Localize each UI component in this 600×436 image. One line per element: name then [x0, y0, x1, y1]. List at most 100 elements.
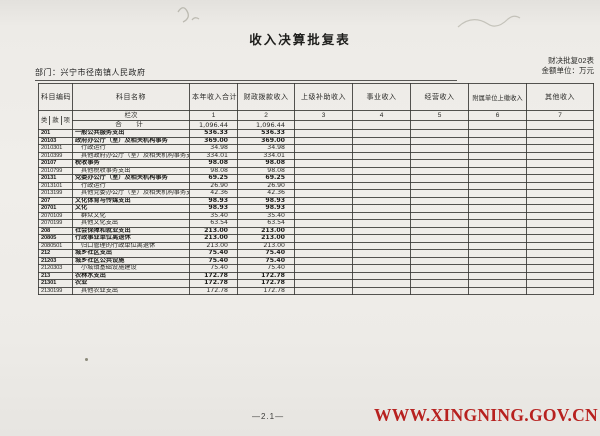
value-cell: [468, 159, 527, 168]
value-cell: [294, 129, 353, 138]
value-cell: 34.98: [237, 144, 295, 153]
value-cell: [410, 144, 469, 153]
subject-name: 政府办公厅（室）及相关机构事务: [72, 136, 190, 145]
col-fiscal-appropriation: 财政拨款收入: [237, 83, 295, 111]
table-row: 201 一般公共服务支出 536.33 536.33: [38, 129, 594, 138]
table-row: 21203 城乡社区公共设施 75.40 75.40: [38, 256, 594, 265]
subject-code: 20805: [38, 234, 73, 243]
value-cell: [294, 174, 353, 183]
page-title: 收入决算批复表: [249, 33, 351, 47]
lanci-4: 4: [352, 110, 411, 121]
value-cell: 98.08: [237, 166, 295, 175]
value-cell: [468, 211, 527, 220]
value-cell: 334.01: [189, 151, 238, 160]
subject-code: 2080501: [38, 241, 73, 250]
value-cell: 63.54: [237, 219, 295, 228]
value-cell: 63.54: [189, 219, 238, 228]
value-cell: [352, 264, 411, 273]
value-cell: [526, 204, 594, 213]
value-cell: [410, 234, 469, 243]
value-cell: [352, 144, 411, 153]
value-cell: [526, 129, 594, 138]
subject-name: 行政事业单位离退休: [72, 234, 190, 243]
table-row: 2070109 群众文化 35.40 35.40: [38, 211, 594, 220]
value-cell: 172.78: [237, 286, 295, 295]
total-row: 合 计 1,096.44 1,096.44: [39, 120, 594, 130]
value-cell: 213.00: [189, 234, 238, 243]
subject-code: 213: [38, 271, 73, 280]
value-cell: [468, 144, 527, 153]
total-v1: 1,096.44: [189, 120, 238, 130]
value-cell: [526, 151, 594, 160]
value-cell: [352, 219, 411, 228]
subject-name: 农林水支出: [72, 271, 190, 280]
value-cell: 172.78: [237, 271, 295, 280]
value-cell: 69.25: [237, 174, 295, 183]
subject-name: 城乡社区支出: [72, 249, 190, 258]
code-subcolumns: 类 款 项: [38, 110, 73, 130]
table-row: 2010399 其他政府办公厅（室）及相关机构事务支出 334.01 334.01: [38, 151, 594, 160]
value-cell: [410, 271, 469, 280]
subject-code: 2130199: [38, 286, 73, 295]
value-cell: 172.78: [189, 279, 238, 288]
value-cell: [410, 174, 469, 183]
value-cell: [410, 166, 469, 175]
value-cell: [352, 174, 411, 183]
site-watermark: WWW.XINGNING.GOV.CN: [374, 405, 598, 425]
value-cell: [526, 174, 594, 183]
value-cell: [468, 204, 527, 213]
page-number: —2.1—: [252, 412, 285, 421]
subject-code: 2070109: [38, 211, 73, 220]
value-cell: [526, 234, 594, 243]
table-row: 20107 税收事务 98.08 98.08: [38, 159, 594, 168]
subject-name: 群众文化: [72, 211, 190, 220]
value-cell: 34.98: [189, 144, 238, 153]
value-cell: [352, 181, 411, 190]
subcol-section: 款: [50, 115, 62, 125]
value-cell: [526, 144, 594, 153]
header-row: 科目编码 科目名称 本年收入合计 财政拨款收入 上级补助收入 事业收入 经营收入…: [38, 83, 594, 111]
value-cell: 69.25: [189, 174, 238, 183]
subcol-item: 项: [63, 116, 70, 124]
value-cell: 98.93: [189, 204, 238, 213]
subject-code: 212: [38, 249, 73, 258]
value-cell: [468, 136, 527, 145]
subject-code: 2010799: [38, 166, 73, 175]
value-cell: 213.00: [237, 226, 295, 235]
value-cell: 26.90: [189, 181, 238, 190]
subject-code: 21203: [38, 256, 73, 265]
value-cell: [468, 234, 527, 243]
value-cell: [410, 204, 469, 213]
value-cell: [294, 151, 353, 160]
col-superior-subsidy: 上级补助收入: [294, 83, 353, 111]
subject-name: 税收事务: [72, 159, 190, 168]
value-cell: 213.00: [189, 226, 238, 235]
value-cell: [352, 151, 411, 160]
table-row: 20701 文化 98.93 98.93: [38, 204, 594, 213]
subject-code: 208: [38, 226, 73, 235]
table-row: 207 文化体育与传媒支出 98.93 98.93: [38, 196, 594, 205]
value-cell: [468, 219, 527, 228]
subject-name: 行政运行: [72, 144, 190, 153]
form-number: 财决批复02表: [548, 56, 594, 65]
table-header: 科目编码 科目名称 本年收入合计 财政拨款收入 上级补助收入 事业收入 经营收入…: [38, 83, 594, 130]
subject-name: 城乡社区公共设施: [72, 256, 190, 265]
value-cell: 35.40: [189, 211, 238, 220]
table-row: 2010799 其他税收事务支出 98.08 98.08: [38, 166, 594, 175]
value-cell: [294, 219, 353, 228]
value-cell: [410, 136, 469, 145]
value-cell: [468, 129, 527, 138]
value-cell: [410, 159, 469, 168]
table-row: 2080501 归口管理的行政单位离退休 213.00 213.00: [38, 241, 594, 250]
subject-name: 其他党委办公厅（室）及相关机构事务支出: [72, 189, 190, 198]
value-cell: [468, 241, 527, 250]
scan-speck: [85, 358, 88, 361]
value-cell: 536.33: [189, 129, 238, 138]
value-cell: [468, 166, 527, 175]
value-cell: 75.40: [237, 264, 295, 273]
subject-name: 农业: [72, 279, 190, 288]
value-cell: [410, 226, 469, 235]
subject-code: 20131: [38, 174, 73, 183]
value-cell: [294, 204, 353, 213]
value-cell: [352, 159, 411, 168]
